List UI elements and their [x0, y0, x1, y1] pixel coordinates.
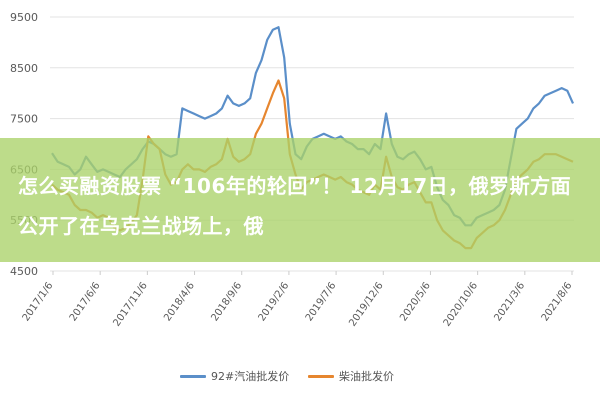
legend-label-gasoline: 92#汽油批发价	[211, 370, 290, 383]
overlay-banner-text[interactable]: 怎么买融资股票 “106年的轮回”！ 12月17日，俄罗斯方面公开了在乌克兰战场…	[18, 174, 572, 238]
overlay-banner[interactable]	[0, 138, 600, 262]
legend-swatch-diesel	[308, 374, 334, 378]
legend-item-gasoline: 92#汽油批发价	[180, 366, 289, 386]
legend-label-diesel: 柴油批发价	[339, 370, 394, 383]
x-tick-label: 2020/10/6	[442, 280, 480, 328]
legend-swatch-gasoline	[180, 374, 206, 378]
x-tick-label: 2018/9/6	[209, 280, 244, 323]
legend: 92#汽油批发价 柴油批发价	[0, 366, 600, 386]
x-tick-label: 2021/8/6	[540, 280, 575, 323]
y-tick-label: 4500	[10, 265, 38, 278]
x-axis-tick-labels: 2017/1/6 2017/6/6 2017/11/6 2018/4/6 2018/9/…	[21, 271, 575, 329]
x-tick-label: 2018/4/6	[162, 280, 197, 323]
y-tick-label: 9500	[10, 11, 38, 24]
x-tick-label: 2017/1/6	[21, 280, 56, 323]
x-tick-label: 2017/6/6	[68, 280, 103, 323]
x-tick-label: 2021/3/6	[492, 280, 527, 323]
x-tick-label: 2019/7/6	[304, 280, 339, 323]
x-tick-label: 2020/5/6	[398, 280, 433, 323]
x-tick-label: 2019/2/6	[257, 280, 292, 323]
x-tick-label: 2017/11/6	[111, 280, 149, 328]
legend-item-diesel: 柴油批发价	[308, 366, 394, 386]
x-tick-label: 2019/12/6	[347, 280, 385, 328]
y-tick-label: 7500	[10, 113, 38, 126]
y-tick-label: 8500	[10, 62, 38, 75]
